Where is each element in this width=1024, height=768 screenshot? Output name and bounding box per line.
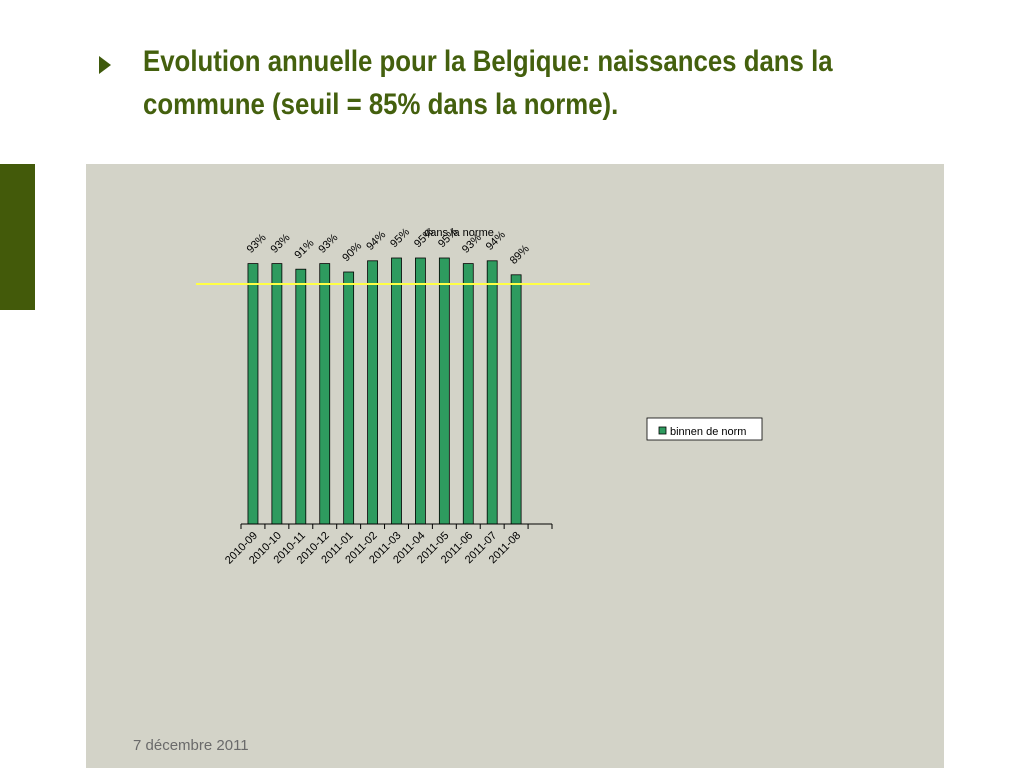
bar — [462, 263, 474, 525]
bar — [343, 271, 355, 525]
bar — [486, 260, 498, 525]
bar — [391, 257, 402, 525]
data-label: 91% — [292, 237, 316, 261]
bar — [415, 257, 426, 525]
legend-swatch — [658, 426, 667, 435]
bar — [367, 260, 378, 525]
legend-label: binnen de norm — [670, 426, 746, 438]
slide-title-line-2: commune (seuil = 85% dans la norme). — [143, 88, 619, 121]
data-label: 93% — [316, 232, 340, 256]
data-label: 94% — [364, 229, 388, 253]
data-label: 93% — [245, 232, 269, 256]
slide-title: Evolution annuelle pour la Belgique: nai… — [143, 40, 848, 126]
data-label: 90% — [340, 240, 364, 264]
data-label: 93% — [269, 232, 293, 256]
slide-date: 7 décembre 2011 — [133, 737, 249, 754]
bar — [319, 263, 331, 525]
slide-title-line-1: Evolution annuelle pour la Belgique: nai… — [143, 45, 833, 78]
data-label: 95% — [388, 226, 412, 250]
chart-area: dans la norme 93% 93% 91% 93% 90% 94% 95% 95% 95%… — [86, 164, 944, 768]
bar — [510, 274, 522, 525]
bar — [295, 268, 307, 525]
bar — [247, 263, 259, 525]
bar — [271, 263, 283, 525]
bar — [438, 257, 450, 525]
side-accent-bar — [0, 164, 35, 310]
chart-title: dans la norme — [424, 227, 494, 239]
legend-box — [646, 417, 763, 441]
bullet-arrow-icon — [99, 56, 111, 74]
data-label: 89% — [508, 243, 532, 267]
